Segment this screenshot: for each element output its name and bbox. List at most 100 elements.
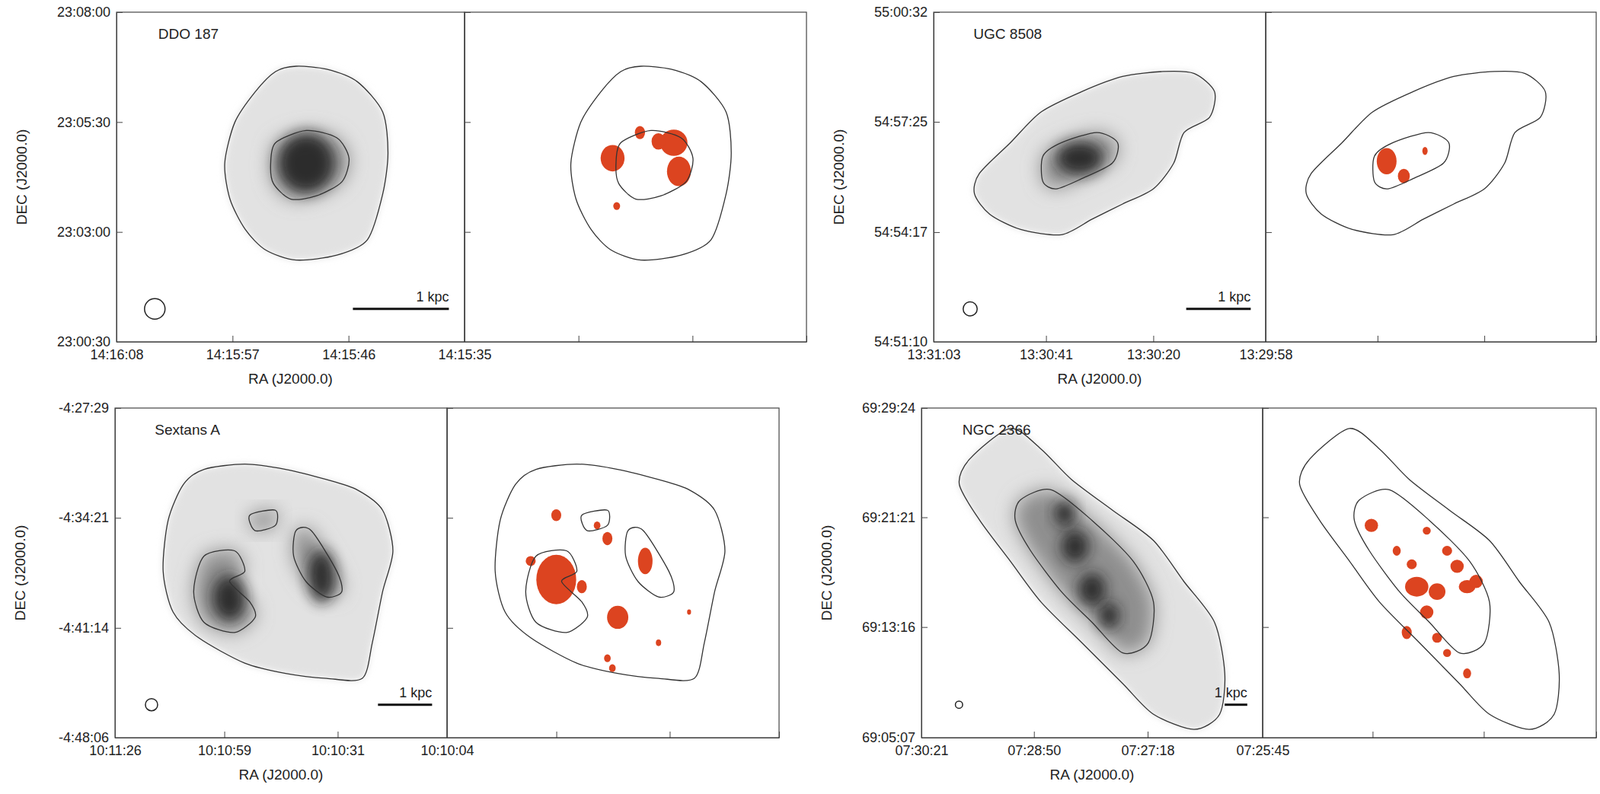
tick	[1265, 121, 1272, 123]
contour	[1306, 71, 1546, 236]
tick: 54:54:17	[874, 224, 940, 240]
tick-mark	[669, 731, 671, 738]
tick-mark	[447, 737, 454, 739]
contour	[625, 527, 674, 598]
tick-label: 54:57:25	[874, 114, 928, 130]
hi-emission-outer	[224, 66, 388, 261]
tick-label: 54:51:10	[874, 334, 928, 350]
tick: 23:00:30	[57, 334, 123, 350]
axis-line	[115, 737, 448, 739]
emission-region	[1443, 649, 1452, 658]
contour	[958, 428, 1225, 730]
emission-region	[536, 555, 576, 605]
contour	[581, 510, 610, 532]
emission-region	[1469, 574, 1484, 588]
emission-region	[1462, 668, 1472, 679]
x-axis-title: RA (J2000.0)	[1057, 370, 1143, 387]
axis-line	[465, 341, 808, 343]
y-axis-title: DEC (J2000.0)	[13, 129, 30, 226]
emission-region	[609, 664, 617, 672]
beam	[955, 701, 964, 709]
y-axis	[447, 408, 454, 739]
tick	[779, 731, 780, 738]
y-axis: -4:48:06-4:41:14-4:34:21-4:27:29	[58, 400, 122, 746]
tick-label: 55:00:32	[874, 4, 928, 20]
tick-mark	[1262, 408, 1269, 409]
tick	[1262, 517, 1269, 519]
axis-line	[921, 408, 923, 739]
scale-bar	[1224, 703, 1248, 706]
panel-title: NGC 2366	[962, 421, 1032, 438]
x-axis-title: RA (J2000.0)	[1050, 766, 1135, 783]
tick: 13:30:41	[1019, 335, 1074, 363]
tick: 55:00:32	[874, 4, 940, 20]
tick-mark	[224, 731, 226, 738]
tick: 14:15:57	[206, 335, 260, 363]
tick	[1596, 335, 1597, 342]
tick-label: 69:13:16	[862, 619, 916, 636]
y-axis: 54:51:10 54:54:17 54:57:25 55:00:32	[874, 4, 940, 350]
tick	[447, 628, 454, 630]
tick-mark	[779, 731, 780, 738]
emission-region	[1376, 147, 1397, 175]
emission-region	[602, 532, 613, 546]
figure: 14:16:0814:15:5714:15:4614:15:3523:00:30…	[0, 0, 1600, 794]
panel-pair: 13:31:0313:30:4113:30:2013:29:5854:51:10…	[830, 4, 1597, 387]
contour	[1299, 428, 1559, 730]
emission-region	[603, 654, 611, 662]
axis-line	[1266, 341, 1597, 343]
hi-emission-outer	[958, 428, 1225, 730]
x-axis: 13:31:0313:30:4113:30:2013:29:58	[906, 335, 1293, 363]
contour	[525, 549, 588, 633]
axis-line	[1265, 12, 1267, 343]
tick	[1262, 737, 1269, 739]
tick: 10:10:59	[198, 731, 252, 759]
scale-bar-label: 1 kpc	[1217, 289, 1251, 305]
tick	[692, 335, 694, 342]
emission-region	[600, 144, 625, 172]
tick: 07:27:18	[1121, 731, 1176, 759]
tick	[669, 731, 671, 738]
tick-mark	[464, 121, 471, 123]
y-axis-title: DEC (J2000.0)	[12, 525, 29, 622]
tick	[447, 408, 454, 409]
tick	[464, 121, 471, 123]
contour	[1041, 132, 1118, 189]
region-map	[495, 464, 725, 681]
tick-mark	[116, 232, 123, 234]
axis-line	[447, 408, 448, 739]
emission-region	[1428, 583, 1446, 601]
emission-region	[1401, 625, 1412, 639]
tick	[1377, 335, 1379, 342]
tick-mark	[933, 341, 940, 343]
y-axis	[1265, 12, 1272, 343]
contour	[1373, 132, 1450, 189]
contour	[293, 527, 342, 598]
region-map	[1306, 71, 1546, 236]
tick-mark	[1596, 335, 1597, 342]
tick-mark	[116, 341, 123, 343]
contour	[270, 130, 349, 200]
x-axis	[447, 731, 780, 739]
tick-mark	[692, 335, 694, 342]
hi-emission-inner	[1041, 132, 1118, 189]
tick-label: 14:15:35	[437, 347, 492, 363]
scale-bar-label: 1 kpc	[415, 289, 449, 305]
emission-region	[1420, 605, 1434, 619]
tick-mark	[116, 12, 123, 13]
axis-line	[114, 408, 116, 739]
tick	[464, 12, 471, 13]
y-axis	[464, 12, 471, 343]
tick	[556, 731, 558, 738]
region-map	[1299, 428, 1559, 730]
emission-region	[655, 639, 662, 647]
y-axis: 69:05:0769:13:1669:21:2169:29:24	[862, 400, 928, 746]
scale-bar	[1186, 307, 1252, 310]
tick-mark	[1596, 731, 1597, 738]
x-axis: 10:11:2610:10:5910:10:3110:10:04	[89, 731, 474, 759]
hi-emission-core	[278, 133, 335, 193]
hi-emission-inner	[1015, 489, 1155, 655]
tick-label: 13:29:58	[1239, 347, 1293, 363]
tick	[1265, 12, 1272, 13]
hi-emission-core	[1098, 602, 1120, 630]
